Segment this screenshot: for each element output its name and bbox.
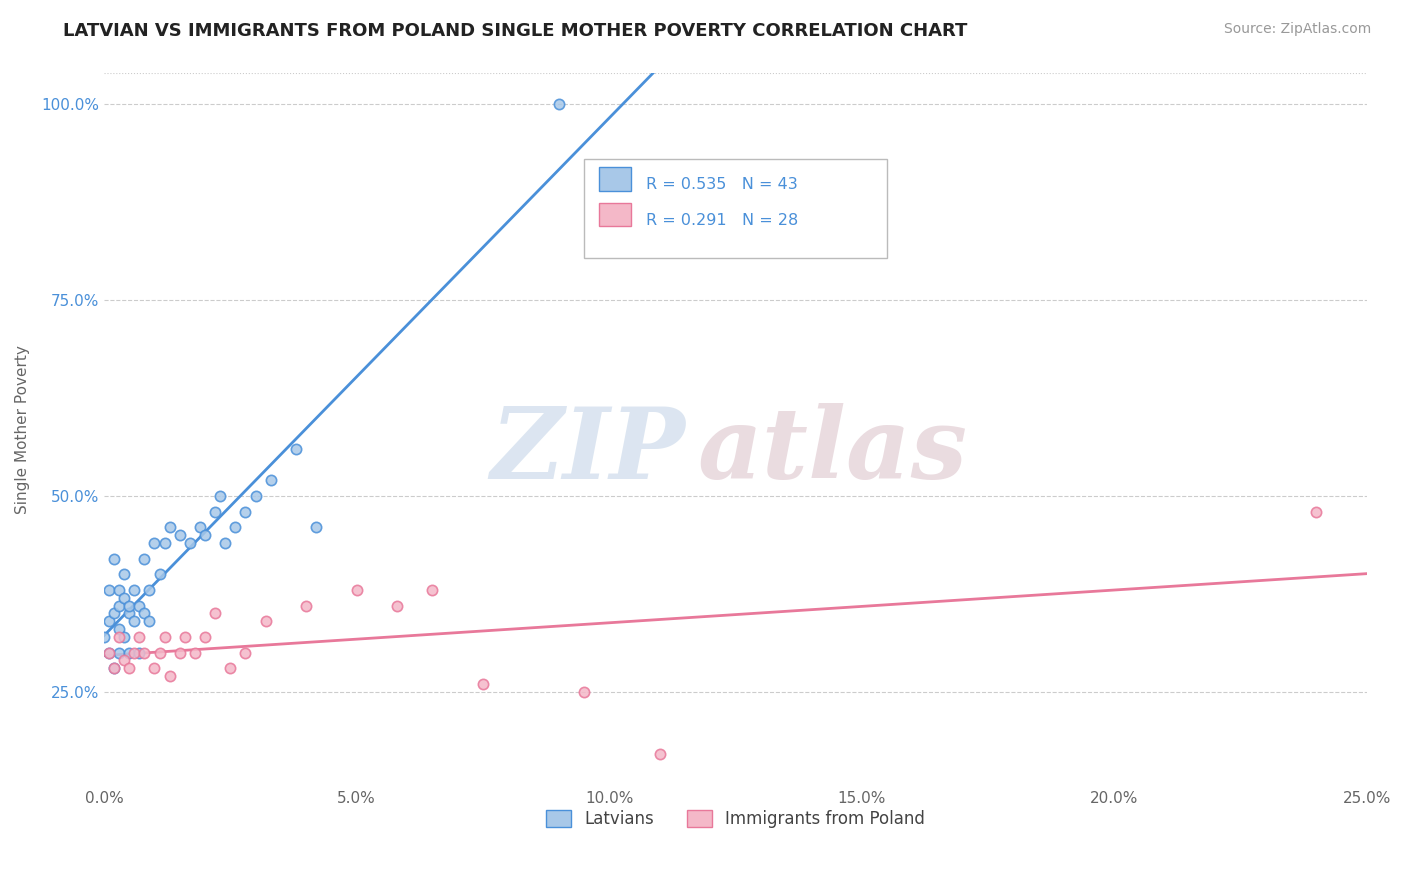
Point xyxy=(112,567,135,582)
Point xyxy=(118,646,141,660)
Text: Source: ZipAtlas.com: Source: ZipAtlas.com xyxy=(1223,22,1371,37)
Point xyxy=(98,646,121,660)
Point xyxy=(169,646,191,660)
Point xyxy=(295,599,318,613)
Point xyxy=(134,607,156,621)
FancyBboxPatch shape xyxy=(599,168,630,191)
Point xyxy=(148,567,170,582)
Point xyxy=(305,520,328,534)
Point xyxy=(112,630,135,644)
Point xyxy=(547,97,569,112)
FancyBboxPatch shape xyxy=(599,203,630,227)
Point xyxy=(159,520,181,534)
Point xyxy=(184,646,207,660)
Point xyxy=(124,646,146,660)
Point xyxy=(235,646,257,660)
Point xyxy=(108,622,131,636)
Point xyxy=(224,520,246,534)
Point xyxy=(214,536,236,550)
Point xyxy=(204,505,226,519)
Point xyxy=(93,630,115,644)
Point xyxy=(284,442,307,456)
Point xyxy=(103,661,125,675)
Point xyxy=(194,528,217,542)
Point xyxy=(112,591,135,605)
Point xyxy=(204,607,226,621)
Legend: Latvians, Immigrants from Poland: Latvians, Immigrants from Poland xyxy=(538,803,932,835)
Text: LATVIAN VS IMMIGRANTS FROM POLAND SINGLE MOTHER POVERTY CORRELATION CHART: LATVIAN VS IMMIGRANTS FROM POLAND SINGLE… xyxy=(63,22,967,40)
Point xyxy=(209,489,232,503)
Point xyxy=(159,669,181,683)
Point xyxy=(118,607,141,621)
Point xyxy=(108,582,131,597)
Point xyxy=(173,630,195,644)
Point xyxy=(254,615,277,629)
Point xyxy=(103,551,125,566)
Point xyxy=(260,473,283,487)
Point xyxy=(420,582,443,597)
Point xyxy=(219,661,242,675)
Point xyxy=(194,630,217,644)
Point xyxy=(138,582,160,597)
Point xyxy=(148,646,170,660)
Point xyxy=(169,528,191,542)
Point xyxy=(128,599,150,613)
Point xyxy=(134,551,156,566)
Point xyxy=(118,661,141,675)
Point xyxy=(124,615,146,629)
Text: R = 0.291   N = 28: R = 0.291 N = 28 xyxy=(645,213,799,228)
Text: atlas: atlas xyxy=(697,402,967,499)
Point xyxy=(572,685,595,699)
Point xyxy=(385,599,408,613)
Point xyxy=(98,582,121,597)
Point xyxy=(124,582,146,597)
FancyBboxPatch shape xyxy=(583,159,887,259)
Y-axis label: Single Mother Poverty: Single Mother Poverty xyxy=(15,345,30,514)
Point xyxy=(103,661,125,675)
Point xyxy=(98,646,121,660)
Point xyxy=(179,536,201,550)
Point xyxy=(471,677,494,691)
Point xyxy=(98,615,121,629)
Point xyxy=(108,646,131,660)
Point xyxy=(245,489,267,503)
Point xyxy=(128,630,150,644)
Point xyxy=(134,646,156,660)
Text: ZIP: ZIP xyxy=(489,402,685,499)
Point xyxy=(143,661,166,675)
Point xyxy=(103,607,125,621)
Point xyxy=(108,630,131,644)
Point xyxy=(112,653,135,667)
Point xyxy=(188,520,211,534)
Point xyxy=(108,599,131,613)
Point xyxy=(138,615,160,629)
Point xyxy=(235,505,257,519)
Point xyxy=(1305,505,1327,519)
Point xyxy=(153,536,176,550)
Point xyxy=(118,599,141,613)
Text: R = 0.535   N = 43: R = 0.535 N = 43 xyxy=(645,178,797,193)
Point xyxy=(346,582,368,597)
Point xyxy=(143,536,166,550)
Point xyxy=(128,646,150,660)
Point xyxy=(153,630,176,644)
Point xyxy=(648,747,671,762)
